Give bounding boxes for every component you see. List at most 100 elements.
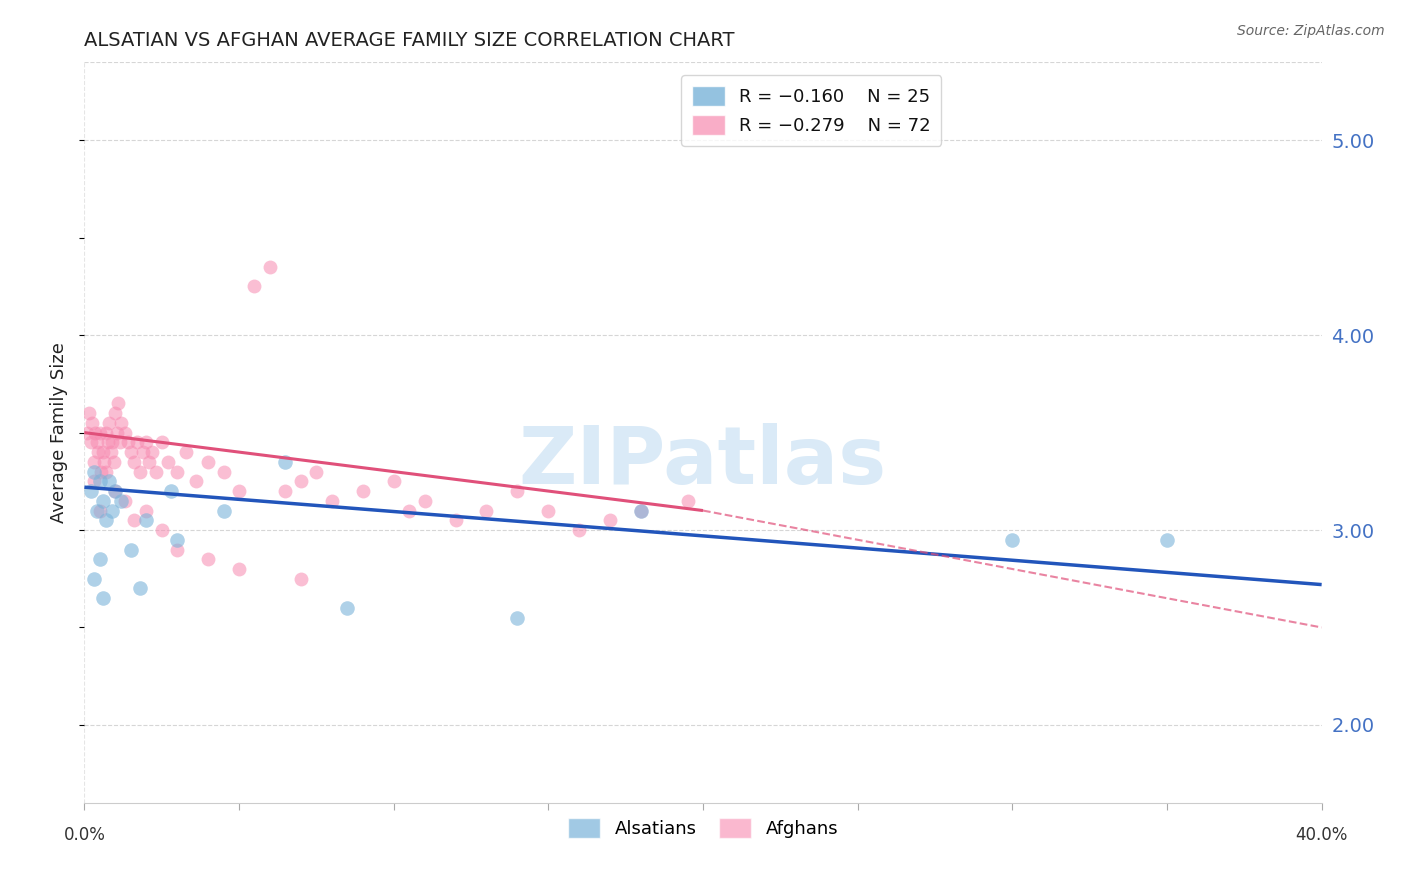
Point bbox=[83, 572, 105, 586]
Point bbox=[290, 475, 312, 489]
Point bbox=[290, 572, 312, 586]
Point bbox=[125, 435, 148, 450]
Point bbox=[197, 455, 219, 469]
Point bbox=[506, 610, 529, 624]
Point bbox=[87, 445, 110, 459]
Point bbox=[336, 601, 359, 615]
Point bbox=[676, 493, 699, 508]
Point bbox=[83, 465, 105, 479]
Point bbox=[100, 445, 122, 459]
Point bbox=[122, 455, 145, 469]
Point bbox=[630, 503, 652, 517]
Point bbox=[398, 503, 420, 517]
Point bbox=[89, 475, 111, 489]
Point bbox=[141, 445, 163, 459]
Point bbox=[135, 513, 157, 527]
Point bbox=[1001, 533, 1024, 547]
Point bbox=[83, 475, 105, 489]
Point bbox=[117, 435, 139, 450]
Text: Source: ZipAtlas.com: Source: ZipAtlas.com bbox=[1237, 24, 1385, 38]
Point bbox=[94, 425, 117, 440]
Point bbox=[101, 503, 124, 517]
Text: ZIPatlas: ZIPatlas bbox=[519, 423, 887, 501]
Point bbox=[98, 475, 121, 489]
Point bbox=[568, 523, 591, 537]
Text: 40.0%: 40.0% bbox=[1295, 826, 1348, 844]
Point bbox=[160, 484, 183, 499]
Point bbox=[79, 484, 101, 499]
Point bbox=[91, 493, 114, 508]
Point bbox=[104, 484, 127, 499]
Point bbox=[630, 503, 652, 517]
Point bbox=[91, 591, 114, 606]
Point bbox=[166, 533, 188, 547]
Point bbox=[83, 455, 105, 469]
Point bbox=[321, 493, 343, 508]
Point bbox=[156, 455, 179, 469]
Point bbox=[77, 406, 100, 420]
Point bbox=[129, 582, 152, 596]
Point bbox=[274, 455, 297, 469]
Point bbox=[184, 475, 207, 489]
Point bbox=[114, 493, 136, 508]
Point bbox=[107, 396, 129, 410]
Point bbox=[243, 279, 266, 293]
Point bbox=[1156, 533, 1178, 547]
Point bbox=[150, 435, 173, 450]
Point bbox=[537, 503, 560, 517]
Point bbox=[120, 542, 142, 557]
Point bbox=[93, 455, 115, 469]
Point bbox=[135, 503, 157, 517]
Point bbox=[444, 513, 467, 527]
Point bbox=[86, 503, 108, 517]
Point bbox=[84, 425, 107, 440]
Text: ALSATIAN VS AFGHAN AVERAGE FAMILY SIZE CORRELATION CHART: ALSATIAN VS AFGHAN AVERAGE FAMILY SIZE C… bbox=[84, 30, 735, 50]
Point bbox=[94, 465, 117, 479]
Point bbox=[86, 435, 108, 450]
Point bbox=[108, 435, 131, 450]
Point bbox=[104, 406, 127, 420]
Point bbox=[382, 475, 405, 489]
Point bbox=[166, 465, 188, 479]
Legend: Alsatians, Afghans: Alsatians, Afghans bbox=[561, 811, 845, 846]
Point bbox=[114, 425, 136, 440]
Y-axis label: Average Family Size: Average Family Size bbox=[51, 343, 69, 523]
Point bbox=[82, 416, 104, 430]
Point bbox=[150, 523, 173, 537]
Point bbox=[101, 435, 124, 450]
Point bbox=[145, 465, 167, 479]
Point bbox=[89, 503, 111, 517]
Point bbox=[259, 260, 281, 274]
Point bbox=[89, 425, 111, 440]
Point bbox=[212, 503, 235, 517]
Point bbox=[228, 484, 250, 499]
Point bbox=[212, 465, 235, 479]
Point bbox=[110, 416, 132, 430]
Point bbox=[129, 465, 152, 479]
Point bbox=[91, 445, 114, 459]
Point bbox=[94, 513, 117, 527]
Point bbox=[305, 465, 328, 479]
Text: 0.0%: 0.0% bbox=[63, 826, 105, 844]
Point bbox=[120, 445, 142, 459]
Point bbox=[132, 445, 155, 459]
Point bbox=[79, 435, 101, 450]
Point bbox=[138, 455, 160, 469]
Point bbox=[98, 416, 121, 430]
Point bbox=[110, 493, 132, 508]
Point bbox=[76, 425, 98, 440]
Point bbox=[135, 435, 157, 450]
Point bbox=[228, 562, 250, 576]
Point bbox=[176, 445, 198, 459]
Point bbox=[274, 484, 297, 499]
Point bbox=[197, 552, 219, 566]
Point bbox=[103, 455, 125, 469]
Point bbox=[352, 484, 374, 499]
Point bbox=[506, 484, 529, 499]
Point bbox=[166, 542, 188, 557]
Point bbox=[413, 493, 436, 508]
Point bbox=[105, 425, 128, 440]
Point bbox=[89, 552, 111, 566]
Point bbox=[599, 513, 621, 527]
Point bbox=[104, 484, 127, 499]
